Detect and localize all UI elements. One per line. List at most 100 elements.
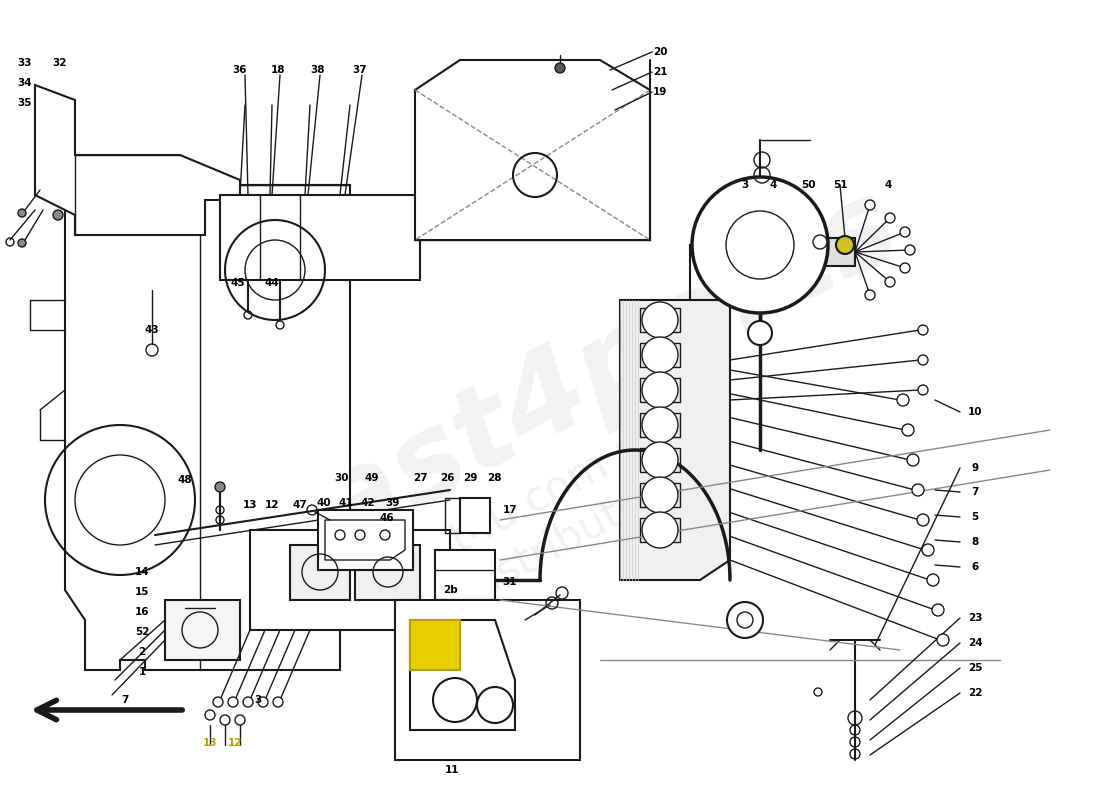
Text: 13: 13 [202, 738, 218, 748]
Text: 23: 23 [968, 613, 982, 623]
Bar [460, 498, 490, 533]
Text: 27: 27 [412, 473, 427, 483]
Text: 2b: 2b [442, 585, 458, 595]
Circle shape [905, 245, 915, 255]
Text: 4: 4 [769, 180, 777, 190]
Circle shape [642, 407, 678, 443]
Circle shape [737, 612, 754, 628]
Text: 29: 29 [463, 473, 477, 483]
Text: 4: 4 [884, 180, 892, 190]
Text: 7: 7 [971, 487, 979, 497]
Circle shape [727, 602, 763, 638]
Text: 11: 11 [444, 765, 460, 775]
Text: 50: 50 [801, 180, 815, 190]
Bar [434, 550, 495, 600]
Circle shape [214, 482, 225, 492]
Text: 28: 28 [486, 473, 502, 483]
Text: 31: 31 [503, 577, 517, 587]
Circle shape [642, 442, 678, 478]
Circle shape [477, 687, 513, 723]
Circle shape [213, 697, 223, 707]
Circle shape [273, 697, 283, 707]
Bar [640, 448, 680, 472]
Bar [640, 518, 680, 542]
Circle shape [917, 514, 930, 526]
Circle shape [748, 321, 772, 345]
Polygon shape [35, 85, 240, 235]
Circle shape [900, 227, 910, 237]
Circle shape [922, 544, 934, 556]
Polygon shape [410, 620, 460, 670]
Circle shape [642, 372, 678, 408]
Polygon shape [620, 300, 730, 580]
Circle shape [433, 678, 477, 722]
Circle shape [813, 235, 827, 249]
Text: 17: 17 [503, 505, 517, 515]
Text: 7: 7 [121, 695, 129, 705]
Text: 16: 16 [134, 607, 150, 617]
Text: 1: 1 [139, 667, 145, 677]
Circle shape [927, 574, 939, 586]
Text: 43: 43 [145, 325, 160, 335]
Text: 45: 45 [231, 278, 245, 288]
Text: 21: 21 [652, 67, 668, 77]
Circle shape [18, 239, 26, 247]
Text: 12: 12 [228, 738, 242, 748]
Circle shape [932, 604, 944, 616]
Circle shape [908, 454, 918, 466]
Text: 3: 3 [254, 695, 262, 705]
Circle shape [336, 530, 345, 540]
Text: 2: 2 [139, 647, 145, 657]
Text: 13: 13 [243, 500, 257, 510]
Circle shape [918, 325, 928, 335]
Polygon shape [324, 520, 405, 560]
Circle shape [896, 394, 909, 406]
Circle shape [556, 63, 565, 73]
Bar [640, 413, 680, 437]
Polygon shape [415, 60, 650, 240]
Text: 40: 40 [317, 498, 331, 508]
Polygon shape [410, 620, 515, 730]
Circle shape [642, 337, 678, 373]
Text: 38: 38 [310, 65, 326, 75]
Text: 47: 47 [293, 500, 307, 510]
Text: 14: 14 [134, 567, 150, 577]
Circle shape [726, 211, 794, 279]
Text: 42: 42 [361, 498, 375, 508]
Text: 15: 15 [134, 587, 150, 597]
Text: 46: 46 [379, 513, 394, 523]
Circle shape [692, 177, 828, 313]
Bar [640, 378, 680, 402]
Text: 30: 30 [334, 473, 350, 483]
Text: 35: 35 [18, 98, 32, 108]
Circle shape [53, 210, 63, 220]
Bar [395, 600, 580, 760]
Bar [250, 530, 450, 630]
Text: 22: 22 [968, 688, 982, 698]
Circle shape [642, 512, 678, 548]
Text: 51: 51 [833, 180, 847, 190]
Text: 26: 26 [440, 473, 454, 483]
Bar [355, 545, 420, 600]
Text: 6: 6 [971, 562, 979, 572]
Text: 18: 18 [271, 65, 285, 75]
Circle shape [886, 213, 895, 223]
Bar [640, 483, 680, 507]
Text: 41: 41 [339, 498, 353, 508]
Circle shape [228, 697, 238, 707]
Circle shape [642, 477, 678, 513]
Circle shape [642, 302, 678, 338]
Circle shape [912, 484, 924, 496]
Circle shape [902, 424, 914, 436]
Circle shape [865, 290, 874, 300]
Text: 8: 8 [971, 537, 979, 547]
Circle shape [900, 263, 910, 273]
Bar [640, 308, 680, 332]
Text: 3: 3 [741, 180, 749, 190]
Bar [220, 195, 420, 280]
Text: 36: 36 [233, 65, 248, 75]
Bar [165, 600, 240, 660]
Text: 10: 10 [968, 407, 982, 417]
Text: 20: 20 [652, 47, 668, 57]
Circle shape [355, 530, 365, 540]
